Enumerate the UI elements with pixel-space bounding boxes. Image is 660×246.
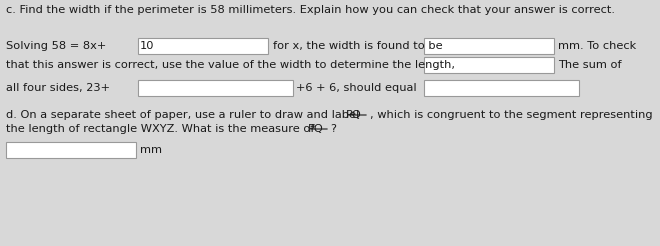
Text: ?: ?	[330, 124, 336, 134]
Bar	[138, 80, 293, 96]
Text: , which is congruent to the segment representing: , which is congruent to the segment repr…	[370, 110, 653, 120]
Bar	[424, 57, 554, 73]
Text: +6 + 6, should equal: +6 + 6, should equal	[296, 83, 416, 93]
Text: d. On a separate sheet of paper, use a ruler to draw and label: d. On a separate sheet of paper, use a r…	[6, 110, 363, 120]
Bar	[424, 38, 554, 54]
Text: Solving 58 = 8x+: Solving 58 = 8x+	[6, 41, 106, 51]
Text: mm. To check: mm. To check	[558, 41, 636, 51]
Text: PQ: PQ	[346, 110, 362, 120]
Text: the length of rectangle WXYZ. What is the measure of: the length of rectangle WXYZ. What is th…	[6, 124, 318, 134]
Bar	[6, 142, 136, 158]
Text: 10: 10	[140, 41, 154, 51]
Text: all four sides, 23+: all four sides, 23+	[6, 83, 110, 93]
Text: PQ: PQ	[308, 124, 324, 134]
Bar	[138, 38, 268, 54]
Bar	[424, 80, 579, 96]
Text: that this answer is correct, use the value of the width to determine the length,: that this answer is correct, use the val…	[6, 60, 455, 70]
Text: mm: mm	[140, 145, 162, 155]
Text: The sum of: The sum of	[558, 60, 622, 70]
Text: for x, the width is found to be: for x, the width is found to be	[273, 41, 443, 51]
Text: c. Find the width if the perimeter is 58 millimeters. Explain how you can check : c. Find the width if the perimeter is 58…	[6, 5, 615, 15]
